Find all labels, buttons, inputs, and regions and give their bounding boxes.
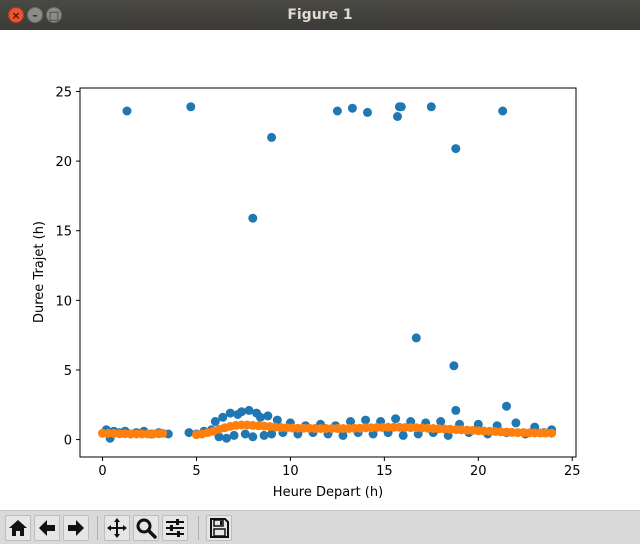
magnifier-icon [136,518,157,539]
window-titlebar: × – □ Figure 1 [0,0,640,30]
home-button[interactable] [5,515,31,541]
close-window-button[interactable]: × [8,7,24,23]
scatter-point-series2 [547,428,557,438]
scatter-point-series1 [244,405,254,415]
scatter-point-series1 [396,102,406,112]
scatter-point-series1 [498,106,508,116]
scatter-point-series1 [267,132,277,142]
axis-layer: 0 5 10 15 20 25 0 5 10 15 20 25 [55,85,580,479]
maximize-window-button[interactable]: □ [46,7,62,23]
y-tick-label: 25 [55,85,72,100]
x-axis-label: Heure Depart (h) [273,485,383,500]
scatter-point-series1 [391,414,401,424]
y-tick-label: 10 [55,294,72,309]
back-button[interactable] [34,515,60,541]
home-icon [9,520,27,536]
x-tick-label: 10 [282,464,299,479]
scatter-point-series1 [184,428,194,438]
arrow-right-icon [68,520,84,536]
scatter-point-series1 [248,213,258,223]
scatter-point-series1 [122,106,132,116]
minimize-window-button[interactable]: – [27,7,43,23]
plot-area [80,88,576,457]
scatter-point-series1 [210,417,220,426]
scatter-point-series1 [222,433,231,443]
scatter-point-series1 [347,103,357,113]
toolbar-separator [198,516,199,540]
scatter-point-series1 [214,432,224,442]
scatter-point-series1 [186,102,196,112]
floppy-disk-icon [210,518,229,538]
scatter-point-series1 [363,107,372,117]
scatter-point-series1 [255,412,265,422]
scatter-point-series1 [229,430,239,440]
forward-button[interactable] [63,515,89,541]
move-icon [107,518,127,538]
scatter-point-series1 [263,411,273,421]
axes-frame [79,87,577,458]
scatter-point-series1 [393,112,402,121]
scatter-point-series1 [272,415,282,425]
navigation-toolbar [0,510,640,544]
scatter-point-series1 [332,106,342,116]
figure-canvas[interactable]: 0 5 10 15 20 25 0 5 10 15 20 25 Heure Depart (h) Du… [0,30,640,510]
x-tick-label: 15 [376,464,393,479]
subplots-button[interactable] [162,515,188,541]
scatter-point-series1 [225,408,235,418]
scatter-point-series1 [237,407,247,417]
scatter-point-series1 [259,430,269,440]
save-button[interactable] [206,515,232,541]
scatter-point-series1 [398,430,408,440]
scatter-point-series1 [451,144,461,154]
scatter-point-series1 [248,432,258,442]
scatter-point-series1 [218,412,228,422]
y-tick-label: 0 [64,434,72,449]
scatter-point-series2 [158,428,168,438]
window-title: Figure 1 [287,7,353,23]
arrow-left-icon [39,520,55,536]
x-tick-label: 0 [98,464,106,479]
series-layer [98,102,557,443]
zoom-button[interactable] [133,515,159,541]
sliders-icon [166,519,184,537]
scatter-point-series1 [267,429,277,439]
scatter-point-series1 [451,405,461,415]
scatter-point-series1 [449,361,459,371]
scatter-point-series1 [511,418,521,428]
pan-button[interactable] [104,515,130,541]
scatter-chart: 0 5 10 15 20 25 0 5 10 15 20 25 Heure Depart (h) Du… [32,85,581,500]
scatter-point-series1 [502,401,511,411]
y-axis-label: Duree Trajet (h) [32,221,47,323]
scatter-point-series1 [426,102,436,112]
scatter-point-series1 [411,333,421,343]
y-tick-label: 15 [55,225,72,240]
scatter-point-series1 [473,419,483,429]
x-tick-label: 25 [564,464,581,479]
toolbar-separator [97,516,98,540]
scatter-point-series1 [436,417,446,426]
x-tick-label: 20 [470,464,487,479]
x-tick-label: 5 [192,464,200,479]
scatter-point-series1 [346,417,355,426]
scatter-point-series1 [240,429,250,439]
scatter-point-series1 [338,430,348,440]
y-tick-label: 5 [64,364,72,379]
scatter-point-series1 [361,415,371,425]
y-tick-label: 20 [55,155,72,170]
